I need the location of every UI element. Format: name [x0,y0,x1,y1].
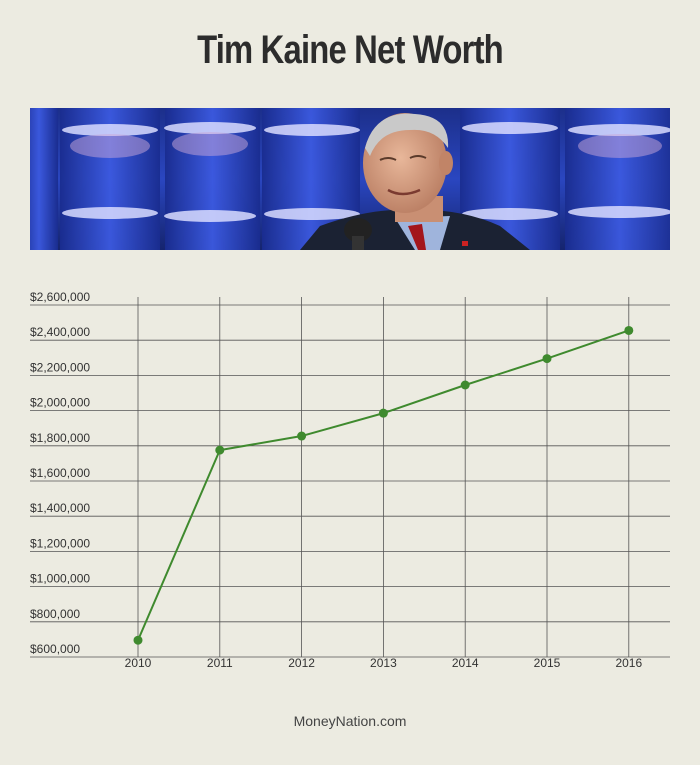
x-tick-label: 2013 [370,656,397,670]
data-point [460,380,470,390]
line-chart: $600,000 $800,000 $1,000,000 $1,200,000 $1,4… [30,290,670,670]
x-tick-label: 2010 [125,656,152,670]
data-point [297,431,307,441]
banner-photo [30,108,670,250]
source-footer: MoneyNation.com [293,713,407,729]
speaker-photo-illustration [30,108,670,250]
y-tick-label: $600,000 [30,642,80,656]
y-tick-label: $1,400,000 [30,501,90,515]
net-worth-chart: $600,000 $800,000 $1,000,000 $1,200,000 $1,4… [0,270,700,685]
data-point [624,325,634,335]
y-tick-label: $1,800,000 [30,431,90,445]
data-point [133,635,143,645]
x-tick-label: 2014 [452,656,479,670]
y-tick-label: $1,200,000 [30,536,90,550]
x-tick-label: 2016 [615,656,642,670]
y-tick-label: $2,600,000 [30,290,90,304]
y-tick-label: $1,000,000 [30,572,90,586]
y-tick-label: $800,000 [30,607,80,621]
data-point [542,354,552,364]
y-tick-label: $1,600,000 [30,466,90,480]
x-tick-label: 2012 [288,656,315,670]
y-tick-label: $2,200,000 [30,360,90,374]
y-tick-label: $2,000,000 [30,396,90,410]
x-tick-label: 2015 [534,656,561,670]
data-point [378,408,388,418]
data-point [215,445,225,455]
x-tick-label: 2011 [207,656,233,670]
y-tick-label: $2,400,000 [30,325,90,339]
page-title: Tim Kaine Net Worth [197,28,504,72]
